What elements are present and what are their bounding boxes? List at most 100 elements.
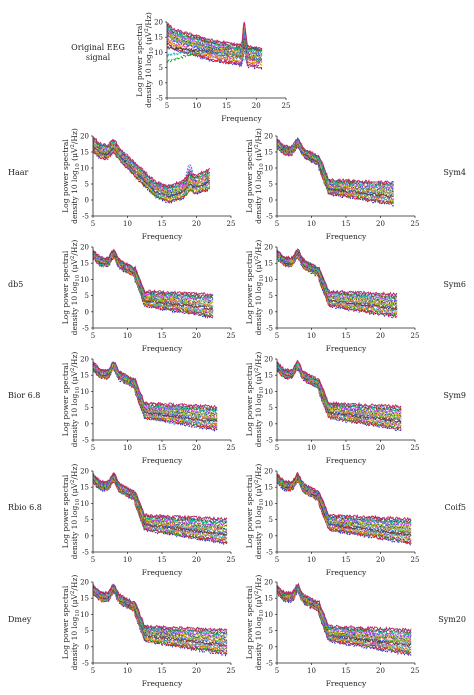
panel-label-line: Haar bbox=[8, 168, 29, 177]
y-axis-label: Log power spectraldensity 10 log10 (μV2/… bbox=[135, 12, 155, 108]
y-tick-label: 5 bbox=[269, 516, 273, 524]
y-axis-label-sub: 10 bbox=[75, 498, 81, 505]
series-line-19 bbox=[276, 359, 402, 409]
y-tick-label: 10 bbox=[264, 500, 273, 508]
y-axis-label-line1: Log power spectral bbox=[61, 139, 70, 213]
x-tick-label: 20 bbox=[376, 556, 385, 564]
series-line-5 bbox=[276, 366, 402, 425]
x-tick-label: 25 bbox=[411, 667, 420, 675]
panel-label-line: Dmey bbox=[8, 615, 32, 624]
x-tick-label: 15 bbox=[158, 332, 167, 340]
y-tick-label: 20 bbox=[154, 19, 163, 27]
y-axis-label-sub: 10 bbox=[75, 274, 81, 281]
x-tick-label: 20 bbox=[192, 332, 201, 340]
y-tick-label: 15 bbox=[80, 595, 89, 603]
y-axis-label: Log power spectraldensity 10 log10 (μV2/… bbox=[245, 464, 265, 560]
y-tick-label: 0 bbox=[85, 197, 89, 205]
y-axis-label: Log power spectraldensity 10 log10 (μV2/… bbox=[61, 464, 81, 560]
x-tick-label: 5 bbox=[91, 332, 95, 340]
x-tick-label: 25 bbox=[411, 220, 420, 228]
x-tick-label: 15 bbox=[158, 220, 167, 228]
series-line-2 bbox=[276, 144, 395, 204]
y-axis-label-end: /Hz) bbox=[70, 240, 79, 256]
y-axis-label-sup: 2 bbox=[144, 28, 150, 32]
series-line-2 bbox=[166, 49, 263, 64]
series-line-2 bbox=[92, 148, 211, 203]
series-line-14 bbox=[276, 363, 402, 415]
y-tick-label: 5 bbox=[269, 181, 273, 189]
x-tick-label: 10 bbox=[123, 444, 132, 452]
series-line-19 bbox=[92, 361, 218, 409]
x-tick-label: 10 bbox=[192, 102, 201, 110]
y-axis-label-line1: Log power spectral bbox=[245, 474, 254, 548]
y-tick-label: -5 bbox=[82, 325, 89, 333]
y-axis-label-tail: (μV bbox=[70, 371, 79, 387]
y-tick-label: -5 bbox=[266, 549, 273, 557]
chart-panel-2: Sym4 -5 0 5 10 15 20 5 10 15 20 25 Frequency Log powe… bbox=[245, 128, 466, 241]
panel-label-line: Sym4 bbox=[443, 168, 466, 177]
series-line-12 bbox=[276, 140, 395, 193]
x-tick-label: 15 bbox=[342, 332, 351, 340]
y-axis-label-line2: density 10 log bbox=[70, 170, 79, 224]
series-line-15 bbox=[276, 585, 412, 638]
y-tick-label: 0 bbox=[85, 643, 89, 651]
panel-label-line: Bior 6.8 bbox=[8, 391, 40, 400]
x-tick-label: 5 bbox=[165, 102, 169, 110]
x-tick-label: 10 bbox=[307, 556, 316, 564]
y-axis-label-end: /Hz) bbox=[70, 464, 79, 480]
y-axis-label-sub: 10 bbox=[259, 386, 265, 393]
y-tick-label: 5 bbox=[85, 516, 89, 524]
series-line-18 bbox=[92, 361, 218, 410]
chart-panel-7: Rbio 6.8 -5 0 5 10 15 20 5 10 15 20 25 Frequency Log … bbox=[8, 464, 235, 577]
y-tick-label: 15 bbox=[264, 595, 273, 603]
panel-label-line: Rbio 6.8 bbox=[8, 503, 42, 512]
x-tick-label: 5 bbox=[91, 220, 95, 228]
series-line-19 bbox=[276, 471, 412, 522]
y-tick-label: 10 bbox=[264, 388, 273, 396]
x-tick-label: 10 bbox=[123, 667, 132, 675]
series-line-14 bbox=[92, 474, 228, 527]
y-axis-label-sup: 2 bbox=[70, 480, 76, 484]
series-line-19 bbox=[92, 583, 228, 633]
y-tick-label: 0 bbox=[269, 420, 273, 428]
y-tick-label: 20 bbox=[264, 244, 273, 252]
series-line-9 bbox=[276, 588, 412, 645]
y-tick-label: 15 bbox=[80, 484, 89, 492]
x-tick-label: 5 bbox=[275, 556, 279, 564]
y-tick-label: 0 bbox=[269, 308, 273, 316]
y-axis-label-end: /Hz) bbox=[254, 575, 263, 591]
chart-panel-10: Sym20 -5 0 5 10 15 20 5 10 15 20 25 Frequency Log pow… bbox=[245, 575, 466, 688]
y-axis-label-end: /Hz) bbox=[254, 240, 263, 256]
series-line-13 bbox=[92, 475, 228, 529]
y-tick-label: -5 bbox=[266, 660, 273, 668]
series-line-6 bbox=[166, 35, 263, 65]
series-line-16 bbox=[276, 585, 412, 637]
x-tick-label: 20 bbox=[192, 220, 201, 228]
panel-label-line: Sym9 bbox=[443, 391, 466, 400]
x-tick-label: 25 bbox=[227, 332, 236, 340]
y-tick-label: 10 bbox=[80, 276, 89, 284]
x-tick-label: 20 bbox=[376, 667, 385, 675]
y-axis-label-tail: (μV bbox=[70, 259, 79, 275]
series-line-14 bbox=[166, 28, 263, 55]
y-axis-label-sup: 2 bbox=[70, 256, 76, 260]
y-tick-label: 5 bbox=[269, 404, 273, 412]
x-tick-label: 20 bbox=[192, 444, 201, 452]
x-tick-label: 20 bbox=[192, 667, 201, 675]
panel-label: Sym9 bbox=[443, 391, 466, 400]
y-tick-label: -5 bbox=[82, 437, 89, 445]
y-tick-label: 20 bbox=[80, 468, 89, 476]
y-tick-label: 20 bbox=[80, 133, 89, 141]
y-axis-label-end: /Hz) bbox=[144, 12, 153, 28]
y-axis-label-end: /Hz) bbox=[70, 575, 79, 591]
series-line-10 bbox=[276, 364, 402, 420]
panel-label-line: Sym6 bbox=[443, 280, 466, 289]
series-line-12 bbox=[276, 475, 412, 530]
x-tick-label: 15 bbox=[342, 444, 351, 452]
y-axis-label-line2: density 10 log bbox=[70, 282, 79, 336]
y-tick-label: 10 bbox=[80, 500, 89, 508]
series-line-5 bbox=[92, 254, 214, 315]
x-axis-label: Frequency bbox=[326, 456, 367, 465]
y-axis-label-line2: density 10 log bbox=[254, 170, 263, 224]
